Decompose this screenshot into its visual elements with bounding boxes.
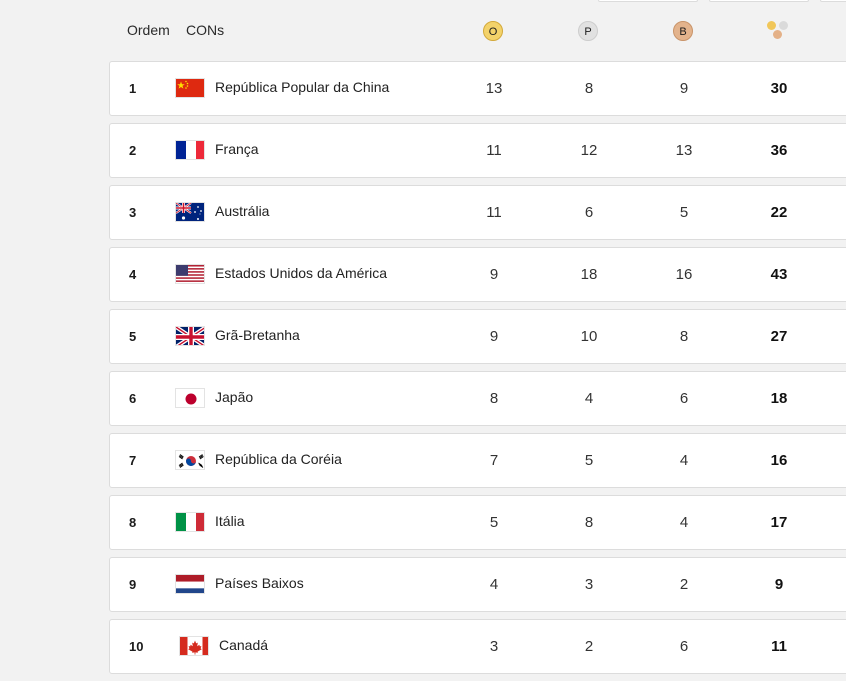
country-name[interactable]: Estados Unidos da América (215, 265, 387, 281)
silver-dot-icon (779, 21, 788, 30)
noc-column-header[interactable]: CONs (186, 22, 225, 38)
medal-table-row[interactable]: 4 Estados Unidos da América 9 18 16 43 (109, 247, 846, 302)
medal-table-row[interactable]: 10 Canadá 3 2 6 11 (109, 619, 846, 674)
rank-value: 5 (129, 329, 137, 344)
bronze-column-header[interactable]: B (673, 21, 693, 41)
bronze-count: 6 (679, 390, 689, 407)
rank-value: 10 (129, 639, 144, 654)
japan-flag-icon (175, 388, 205, 408)
total-count: 22 (770, 204, 788, 221)
bronze-count: 13 (675, 142, 693, 159)
rank-value: 4 (129, 267, 137, 282)
rank-column-header[interactable]: Ordem (127, 22, 170, 38)
rank-value: 3 (129, 205, 137, 220)
medal-table-row[interactable]: 2 França 11 12 13 36 (109, 123, 846, 178)
medal-table-row[interactable]: 9 Países Baixos 4 3 2 9 (109, 557, 846, 612)
total-count: 30 (770, 80, 788, 97)
medal-table-row[interactable]: 5 Grã-Bretanha 9 10 8 27 (109, 309, 846, 364)
gold-count: 8 (489, 390, 499, 407)
medal-table-header: Ordem CONs O P B (0, 14, 846, 48)
silver-count: 3 (584, 576, 594, 593)
silver-count: 12 (580, 142, 598, 159)
medal-table-row[interactable]: 7 República da Coréia 7 5 4 16 (109, 433, 846, 488)
total-count: 43 (770, 266, 788, 283)
top-tab-3[interactable] (820, 0, 846, 2)
gold-count: 4 (489, 576, 499, 593)
rank-value: 7 (129, 453, 137, 468)
gold-count: 11 (486, 142, 502, 159)
country-name[interactable]: Canadá (219, 637, 269, 653)
gold-count: 11 (486, 204, 502, 221)
silver-count: 5 (584, 452, 594, 469)
bronze-dot-icon (773, 30, 782, 39)
silver-count: 18 (580, 266, 598, 283)
rank-value: 2 (129, 143, 137, 158)
silver-count: 4 (584, 390, 594, 407)
gold-column-header[interactable]: O (483, 21, 503, 41)
total-count: 17 (770, 514, 788, 531)
china-flag-icon (175, 78, 205, 98)
bronze-count: 2 (679, 576, 689, 593)
total-count: 27 (770, 328, 788, 345)
medal-table-row[interactable]: 3 Austrália 11 6 5 22 (109, 185, 846, 240)
gold-count: 9 (489, 266, 499, 283)
rank-value: 9 (129, 577, 137, 592)
silver-count: 2 (584, 638, 594, 655)
bronze-count: 5 (679, 204, 689, 221)
total-count: 11 (771, 638, 787, 655)
silver-count: 6 (584, 204, 594, 221)
bronze-count: 16 (675, 266, 693, 283)
country-name[interactable]: Japão (215, 389, 254, 405)
total-count: 9 (774, 576, 784, 593)
gold-count: 13 (485, 80, 503, 97)
silver-count: 8 (584, 514, 594, 531)
total-count: 18 (770, 390, 788, 407)
great-britain-flag-icon (175, 326, 205, 346)
italy-flag-icon (175, 512, 205, 532)
total-count: 36 (770, 142, 788, 159)
bronze-count: 4 (679, 514, 689, 531)
gold-count: 7 (489, 452, 499, 469)
gold-count: 5 (489, 514, 499, 531)
bronze-count: 6 (679, 638, 689, 655)
gold-dot-icon (767, 21, 776, 30)
gold-count: 9 (489, 328, 499, 345)
medals-total-icon[interactable] (767, 20, 793, 44)
silver-count: 8 (584, 80, 594, 97)
country-name[interactable]: Grã-Bretanha (215, 327, 300, 343)
silver-count: 10 (580, 328, 598, 345)
silver-column-header[interactable]: P (578, 21, 598, 41)
country-name[interactable]: Austrália (215, 203, 270, 219)
top-tab-1[interactable] (598, 0, 698, 2)
netherlands-flag-icon (175, 574, 205, 594)
australia-flag-icon (175, 202, 205, 222)
top-tabs (0, 0, 846, 2)
france-flag-icon (175, 140, 205, 160)
medal-table-row[interactable]: 6 Japão 8 4 6 18 (109, 371, 846, 426)
canada-flag-icon (179, 636, 209, 656)
bronze-count: 8 (679, 328, 689, 345)
country-name[interactable]: França (215, 141, 259, 157)
country-name[interactable]: Países Baixos (215, 575, 304, 591)
korea-flag-icon (175, 450, 205, 470)
gold-count: 3 (489, 638, 499, 655)
top-tab-2[interactable] (709, 0, 809, 2)
medal-table: 1 República Popular da China 13 8 9 30 2 França… (109, 61, 846, 681)
country-name[interactable]: República da Coréia (215, 451, 342, 467)
bronze-count: 4 (679, 452, 689, 469)
rank-value: 6 (129, 391, 137, 406)
country-name[interactable]: Itália (215, 513, 245, 529)
country-name[interactable]: República Popular da China (215, 79, 390, 95)
usa-flag-icon (175, 264, 205, 284)
bronze-count: 9 (679, 80, 689, 97)
medal-table-row[interactable]: 8 Itália 5 8 4 17 (109, 495, 846, 550)
medal-table-row[interactable]: 1 República Popular da China 13 8 9 30 (109, 61, 846, 116)
rank-value: 8 (129, 515, 137, 530)
rank-value: 1 (129, 81, 137, 96)
total-count: 16 (770, 452, 788, 469)
